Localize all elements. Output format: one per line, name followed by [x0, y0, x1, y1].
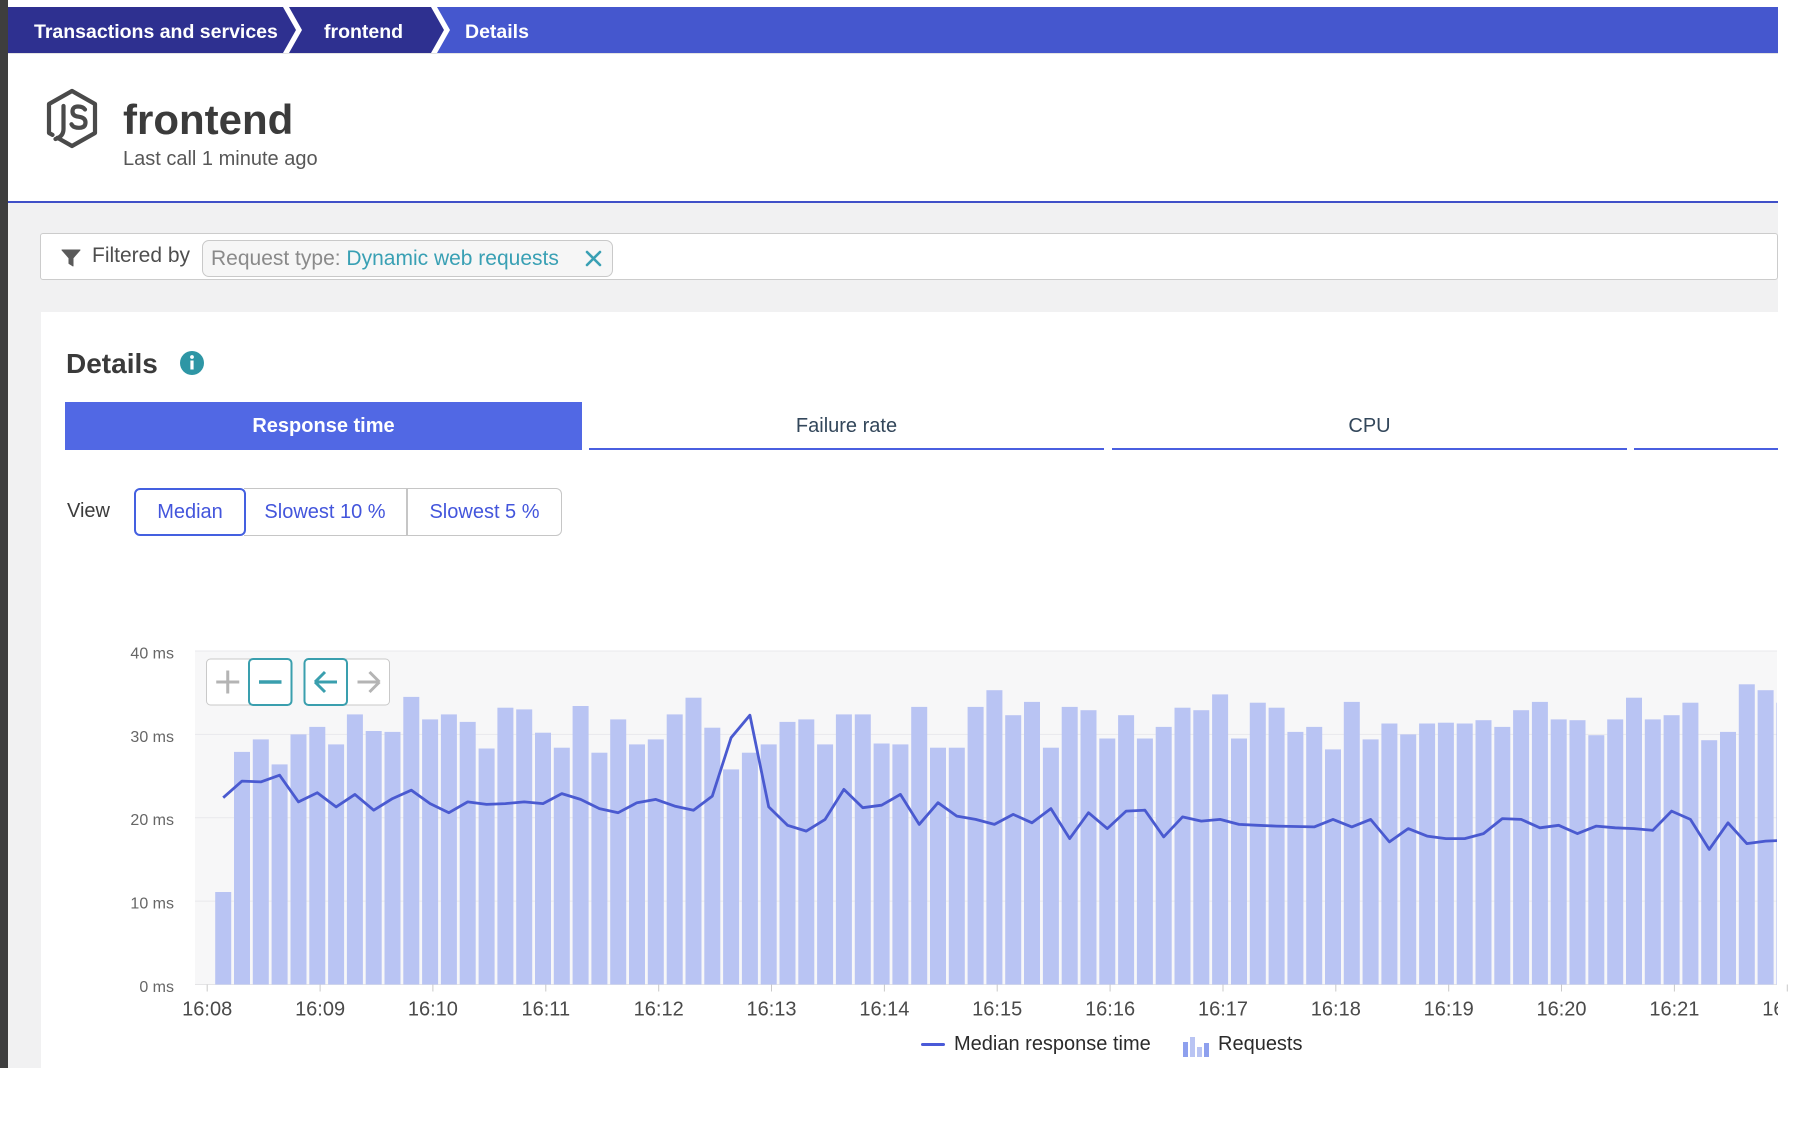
svg-text:16:21: 16:21 — [1649, 999, 1699, 1021]
svg-text:frontend: frontend — [324, 21, 403, 43]
svg-text:16:11: 16:11 — [522, 999, 571, 1021]
svg-text:Transactions and services: Transactions and services — [34, 21, 278, 43]
svg-text:16:18: 16:18 — [1311, 999, 1361, 1021]
svg-text:16:16: 16:16 — [1085, 999, 1135, 1021]
svg-text:16:09: 16:09 — [295, 999, 345, 1021]
svg-text:16:13: 16:13 — [746, 999, 796, 1021]
svg-text:20 ms: 20 ms — [130, 812, 174, 829]
svg-text:Details: Details — [465, 21, 529, 43]
svg-text:0 ms: 0 ms — [139, 979, 174, 996]
svg-text:16:10: 16:10 — [408, 999, 458, 1021]
svg-text:40 ms: 40 ms — [130, 646, 174, 663]
svg-text:16:22: 16:22 — [1762, 999, 1800, 1021]
svg-text:16:17: 16:17 — [1198, 999, 1248, 1021]
svg-text:16:08: 16:08 — [182, 999, 232, 1021]
svg-text:16:20: 16:20 — [1536, 999, 1586, 1021]
svg-text:16:12: 16:12 — [634, 999, 684, 1021]
svg-text:16:19: 16:19 — [1424, 999, 1474, 1021]
svg-text:10 ms: 10 ms — [130, 896, 174, 913]
svg-text:16:15: 16:15 — [972, 999, 1022, 1021]
svg-text:16:14: 16:14 — [859, 999, 909, 1021]
svg-text:30 ms: 30 ms — [130, 729, 174, 746]
